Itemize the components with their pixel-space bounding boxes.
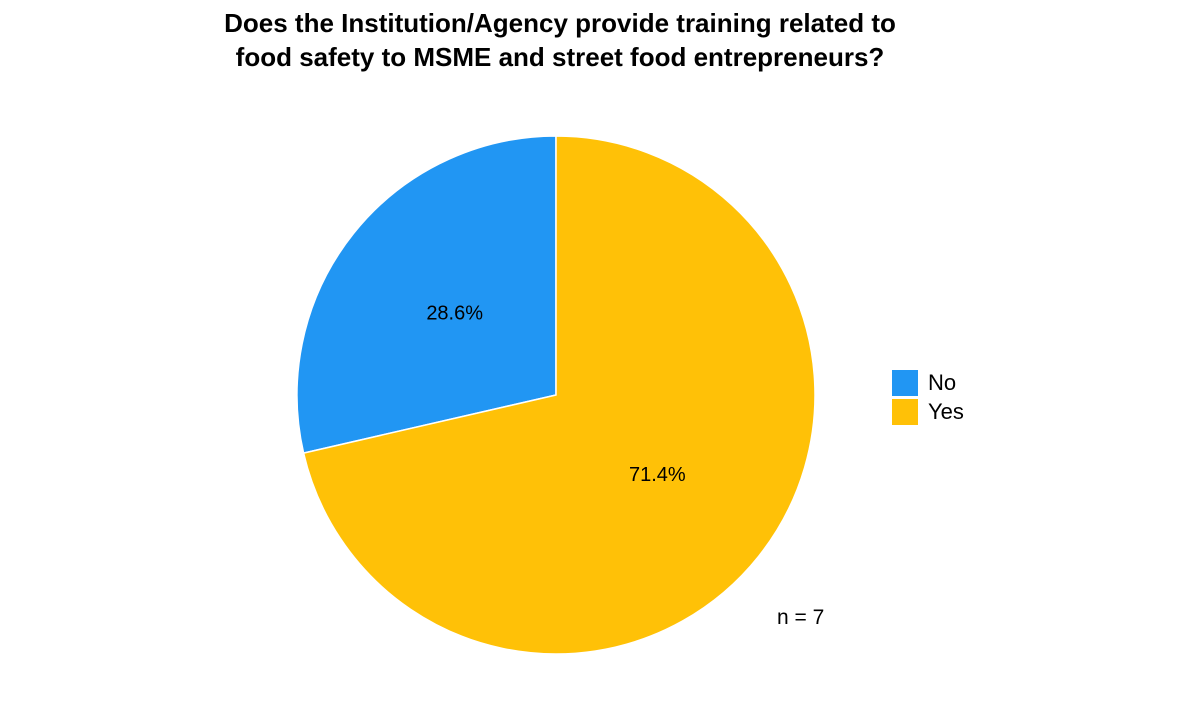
chart-title-line-1: Does the Institution/Agency provide trai… <box>224 8 896 38</box>
chart-title: Does the Institution/Agency provide trai… <box>60 6 1060 74</box>
legend-swatch-no <box>892 369 918 396</box>
legend-label-yes: Yes <box>928 398 964 424</box>
chart-title-line-2: food safety to MSME and street food entr… <box>235 42 885 72</box>
pie-label-no: 28.6% <box>426 303 483 325</box>
legend: No Yes <box>892 368 964 426</box>
legend-swatch-yes <box>892 398 918 425</box>
legend-item-no: No <box>892 368 964 397</box>
legend-label-no: No <box>928 369 957 395</box>
pie-label-yes: 71.4% <box>629 464 686 486</box>
pie-slice-yes <box>302 135 816 655</box>
pie-slice-no <box>296 135 557 454</box>
legend-item-yes: Yes <box>892 397 964 426</box>
sample-size-note: n = 7 <box>777 606 825 629</box>
